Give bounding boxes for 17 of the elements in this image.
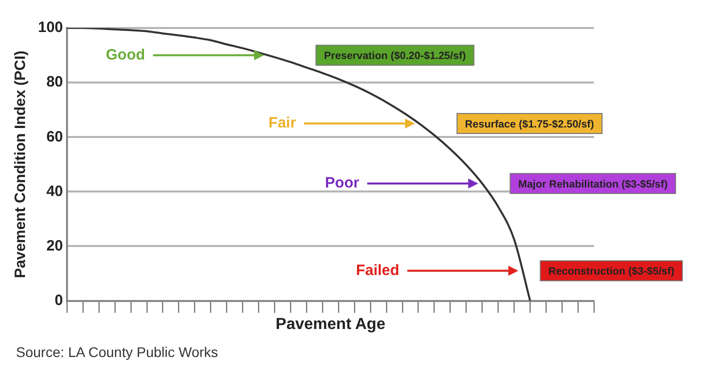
y-tick-label: 80 bbox=[46, 74, 64, 91]
y-tick-label: 40 bbox=[46, 182, 64, 200]
annotation: Resurface ($1.75-$2.50/sf) bbox=[465, 118, 594, 130]
annotation: Good bbox=[106, 46, 146, 64]
annotation: Reconstruction ($3-$5/sf) bbox=[548, 266, 674, 278]
annotation: Fair bbox=[268, 114, 296, 132]
y-axis-title: Pavement Condition Index (PCI) bbox=[12, 50, 30, 278]
annotation: Preservation ($0.20-$1.25/sf) bbox=[324, 50, 466, 62]
y-tick-label: 0 bbox=[54, 292, 64, 309]
annotation: Poor bbox=[325, 174, 360, 192]
y-tick-label: 60 bbox=[46, 128, 64, 146]
annotation: Major Rehabilitation ($3-$5/sf) bbox=[518, 178, 668, 190]
source-note: Source: LA County Public Works bbox=[16, 344, 220, 360]
x-axis-title: Pavement Age bbox=[276, 316, 386, 333]
y-tick-label: 100 bbox=[38, 19, 64, 36]
y-tick-label: 20 bbox=[46, 237, 64, 254]
annotation: Failed bbox=[356, 262, 400, 279]
